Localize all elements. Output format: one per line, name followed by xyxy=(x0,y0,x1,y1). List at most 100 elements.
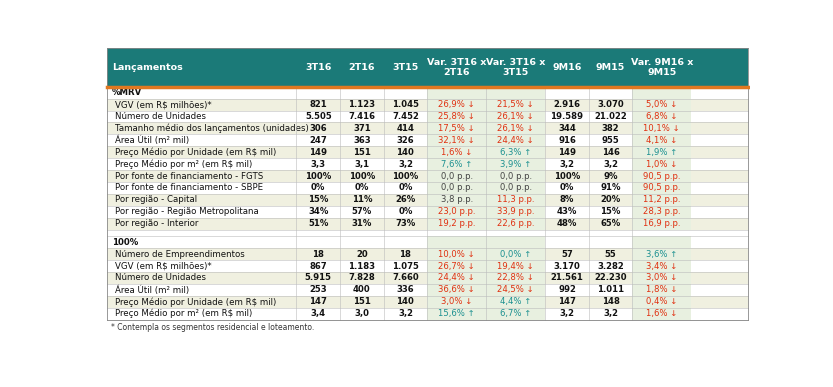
Text: Por fonte de financiamento - FGTS: Por fonte de financiamento - FGTS xyxy=(115,171,263,181)
Bar xyxy=(107,146,748,158)
Text: %MRV: %MRV xyxy=(112,88,142,97)
Bar xyxy=(486,146,545,158)
Text: 19,2 p.p.: 19,2 p.p. xyxy=(438,219,476,228)
Text: VGV (em R$ milhões)*: VGV (em R$ milhões)* xyxy=(115,262,212,271)
Text: 3T15: 3T15 xyxy=(392,63,418,72)
Bar xyxy=(486,48,545,87)
Text: Área Útil (m² mil): Área Útil (m² mil) xyxy=(115,135,189,145)
Bar xyxy=(632,260,691,272)
Bar xyxy=(427,284,486,296)
Bar xyxy=(107,218,748,230)
Bar xyxy=(107,296,748,308)
Text: Preço Médio por m² (em R$ mil): Preço Médio por m² (em R$ mil) xyxy=(115,309,252,319)
Text: 21.022: 21.022 xyxy=(594,112,627,121)
Text: 32,1% ↓: 32,1% ↓ xyxy=(438,136,475,145)
Text: Área Útil (m² mil): Área Útil (m² mil) xyxy=(115,285,189,295)
Bar xyxy=(486,158,545,170)
Text: 7.416: 7.416 xyxy=(348,112,376,121)
Text: 151: 151 xyxy=(353,297,371,307)
Text: 363: 363 xyxy=(353,136,371,145)
Text: 100%: 100% xyxy=(392,171,418,181)
Text: 26%: 26% xyxy=(396,195,416,204)
Text: 73%: 73% xyxy=(396,219,416,228)
Bar xyxy=(632,182,691,194)
Text: 16,9 p.p.: 16,9 p.p. xyxy=(643,219,681,228)
Bar xyxy=(632,284,691,296)
Bar xyxy=(427,308,486,320)
Text: 11,2 p.p.: 11,2 p.p. xyxy=(643,195,681,204)
Bar xyxy=(427,134,486,146)
Text: * Contempla os segmentos residencial e loteamento.: * Contempla os segmentos residencial e l… xyxy=(111,323,314,332)
Text: 140: 140 xyxy=(397,148,414,157)
Bar xyxy=(486,134,545,146)
Bar xyxy=(107,230,748,236)
Text: 8%: 8% xyxy=(560,195,574,204)
Bar xyxy=(427,182,486,194)
Text: 7.660: 7.660 xyxy=(392,274,419,283)
Text: Var. 3T16 x
2T16: Var. 3T16 x 2T16 xyxy=(427,58,486,77)
Bar xyxy=(486,87,545,99)
Text: 100%: 100% xyxy=(349,171,375,181)
Bar xyxy=(107,248,748,260)
Bar xyxy=(632,236,691,248)
Text: 149: 149 xyxy=(558,148,576,157)
Text: 9%: 9% xyxy=(603,171,618,181)
Text: 414: 414 xyxy=(397,124,415,133)
Bar xyxy=(632,146,691,158)
Bar xyxy=(107,134,748,146)
Bar xyxy=(486,272,545,284)
Bar xyxy=(107,99,748,111)
Text: 382: 382 xyxy=(601,124,620,133)
Text: 3,4: 3,4 xyxy=(311,309,326,318)
Text: 326: 326 xyxy=(397,136,414,145)
Bar xyxy=(427,218,486,230)
Text: 1,8% ↓: 1,8% ↓ xyxy=(646,285,677,295)
Text: 22.230: 22.230 xyxy=(594,274,627,283)
Text: 3T16: 3T16 xyxy=(305,63,332,72)
Text: 916: 916 xyxy=(558,136,576,145)
Bar xyxy=(632,308,691,320)
Text: 1,9% ↑: 1,9% ↑ xyxy=(646,148,677,157)
Text: 3,0% ↓: 3,0% ↓ xyxy=(441,297,472,307)
Text: 11%: 11% xyxy=(352,195,372,204)
Bar xyxy=(427,206,486,218)
Bar xyxy=(486,260,545,272)
Text: 1.011: 1.011 xyxy=(597,285,624,295)
Bar xyxy=(107,158,748,170)
Text: 9M16: 9M16 xyxy=(552,63,581,72)
Text: 3,2: 3,2 xyxy=(603,309,618,318)
Text: 149: 149 xyxy=(309,148,327,157)
Bar xyxy=(632,206,691,218)
Text: 147: 147 xyxy=(558,297,576,307)
Text: 3,2: 3,2 xyxy=(398,160,413,169)
Bar xyxy=(427,194,486,206)
Bar xyxy=(486,170,545,182)
Bar xyxy=(107,48,748,87)
Text: 3.070: 3.070 xyxy=(597,100,624,109)
Text: 151: 151 xyxy=(353,148,371,157)
Bar xyxy=(486,111,545,122)
Text: 0%: 0% xyxy=(311,183,326,192)
Text: 1.075: 1.075 xyxy=(392,262,419,271)
Text: 6,7% ↑: 6,7% ↑ xyxy=(500,309,531,318)
Text: 24,5% ↓: 24,5% ↓ xyxy=(497,285,534,295)
Text: 23,0 p.p.: 23,0 p.p. xyxy=(438,207,476,216)
Text: 1,6% ↓: 1,6% ↓ xyxy=(441,148,472,157)
Text: 24,4% ↓: 24,4% ↓ xyxy=(438,274,475,283)
Text: 28,3 p.p.: 28,3 p.p. xyxy=(643,207,681,216)
Bar xyxy=(107,194,748,206)
Bar xyxy=(427,260,486,272)
Text: 19,4% ↓: 19,4% ↓ xyxy=(497,262,534,271)
Text: 31%: 31% xyxy=(352,219,372,228)
Bar xyxy=(427,272,486,284)
Text: 22,8% ↓: 22,8% ↓ xyxy=(497,274,534,283)
Bar xyxy=(632,248,691,260)
Text: 15,6% ↑: 15,6% ↑ xyxy=(438,309,475,318)
Bar xyxy=(632,158,691,170)
Bar xyxy=(486,248,545,260)
Text: 57: 57 xyxy=(561,250,573,259)
Text: 5.505: 5.505 xyxy=(305,112,332,121)
Bar xyxy=(107,236,748,248)
Text: 22,6 p.p.: 22,6 p.p. xyxy=(497,219,535,228)
Bar xyxy=(486,182,545,194)
